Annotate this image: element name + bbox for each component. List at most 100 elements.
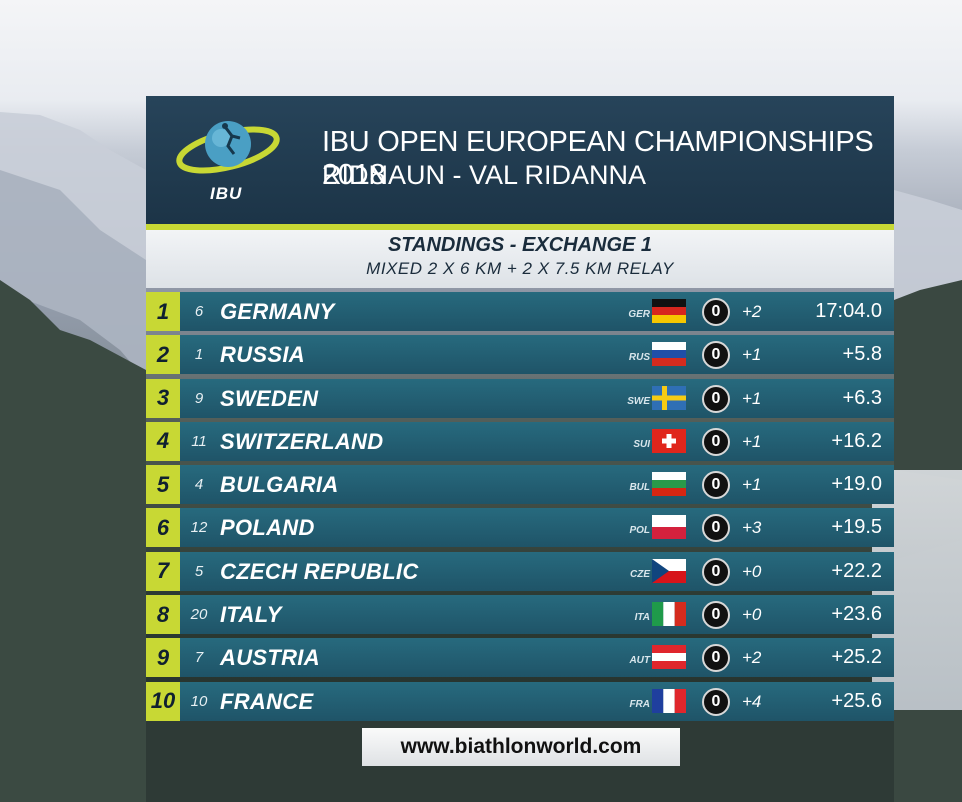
time-result: +25.2 xyxy=(831,646,882,669)
time-result: +25.6 xyxy=(831,689,882,712)
team-name: POLAND xyxy=(220,515,315,541)
country-code: BUL xyxy=(629,482,650,494)
spare-rounds: +1 xyxy=(742,475,762,495)
bib-number: 11 xyxy=(191,432,207,450)
bib-number: 4 xyxy=(194,476,204,494)
flag-austria-icon xyxy=(652,645,686,670)
penalty-count: 0 xyxy=(702,298,730,326)
race-name: MIXED 2 X 6 KM + 2 X 7.5 KM RELAY xyxy=(366,259,674,278)
spare-rounds: +1 xyxy=(742,388,762,408)
team-name: SWEDEN xyxy=(220,385,319,411)
spare-rounds: +4 xyxy=(742,691,762,711)
table-row: 3 9 SWEDEN SWE 0 +1 +6.3 xyxy=(146,378,894,418)
page-title: IBU OPEN EUROPEAN CHAMPIONSHIPS 2018 xyxy=(322,126,874,191)
table-row: 8 20 ITALY ITA 0 +0 +23.6 xyxy=(146,595,894,635)
bib-number: 10 xyxy=(190,692,208,710)
rank-badge: 7 xyxy=(146,551,180,591)
team-name: AUSTRIA xyxy=(220,645,320,671)
bib-number: 1 xyxy=(194,346,204,364)
country-code: POL xyxy=(629,525,650,537)
venue-subtitle: RIDNAUN - VAL RIDANNA xyxy=(322,160,647,190)
table-row: 1 6 GERMANY GER 0 +2 17:04.0 xyxy=(146,292,894,331)
time-result: +16.2 xyxy=(831,429,882,452)
spare-rounds: +1 xyxy=(742,345,762,365)
country-code: AUT xyxy=(629,655,650,667)
country-code: SWE xyxy=(627,395,650,407)
time-result: +19.5 xyxy=(831,516,882,539)
penalty-count: 0 xyxy=(702,557,730,586)
spare-rounds: +1 xyxy=(742,431,762,451)
flag-germany-icon xyxy=(652,299,686,323)
spare-rounds: +2 xyxy=(742,302,762,321)
flag-bulgaria-icon xyxy=(652,472,686,497)
team-name: ITALY xyxy=(220,602,282,628)
country-code: GER xyxy=(628,309,650,320)
time-result: +19.0 xyxy=(831,473,882,496)
rank-badge: 6 xyxy=(146,508,180,548)
country-code: ITA xyxy=(634,612,650,624)
time-result: +23.6 xyxy=(831,603,882,626)
flag-france-icon xyxy=(652,688,686,713)
team-name: GERMANY xyxy=(220,299,335,324)
bib-number: 5 xyxy=(194,562,204,580)
rank-badge: 5 xyxy=(146,465,180,505)
ibu-logo-icon xyxy=(176,121,280,174)
logo-text: IBU xyxy=(210,184,243,203)
penalty-count: 0 xyxy=(702,471,730,500)
table-row: 6 12 POLAND POL 0 +3 +19.5 xyxy=(146,508,894,548)
flag-switzerland-icon xyxy=(652,428,686,453)
penalty-count: 0 xyxy=(702,384,730,413)
standings-subheader: STANDINGS - EXCHANGE 1 MIXED 2 X 6 KM + … xyxy=(146,230,894,288)
bib-number: 12 xyxy=(190,519,208,537)
flag-poland-icon xyxy=(652,515,686,540)
country-code: CZE xyxy=(630,568,650,580)
time-result: +22.2 xyxy=(831,559,882,582)
team-name: CZECH REPUBLIC xyxy=(220,558,419,584)
header-panel: IBU IBU OPEN EUROPEAN CHAMPIONSHIPS 2018… xyxy=(146,96,894,230)
flag-italy-icon xyxy=(652,602,686,627)
team-name: SWITZERLAND xyxy=(220,428,384,454)
country-code: SUI xyxy=(633,438,650,450)
flag-sweden-icon xyxy=(652,385,686,410)
spare-rounds: +3 xyxy=(742,518,762,538)
table-row: 5 4 BULGARIA BUL 0 +1 +19.0 xyxy=(146,465,894,505)
footer-url: www.biathlonworld.com xyxy=(362,728,680,766)
table-row: 9 7 AUSTRIA AUT 0 +2 +25.2 xyxy=(146,638,894,678)
rank-badge: 10 xyxy=(146,681,180,721)
flag-russia-icon xyxy=(652,342,686,367)
penalty-count: 0 xyxy=(702,601,730,630)
rank-badge: 2 xyxy=(146,335,180,375)
flag-czech-icon xyxy=(652,558,686,583)
country-code: RUS xyxy=(628,352,650,364)
country-code: FRA xyxy=(629,698,650,710)
standings-title: STANDINGS - EXCHANGE 1 xyxy=(387,234,653,256)
spare-rounds: +0 xyxy=(742,561,762,581)
table-row: 7 5 CZECH REPUBLIC CZE 0 +0 +22.2 xyxy=(146,551,894,591)
table-row: 4 11 SWITZERLAND SUI 0 +1 +16.2 xyxy=(146,421,894,461)
rank-badge: 3 xyxy=(146,378,180,418)
penalty-count: 0 xyxy=(702,514,730,543)
team-name: RUSSIA xyxy=(220,342,305,368)
rank-badge: 8 xyxy=(146,595,180,635)
bib-number: 7 xyxy=(194,649,204,667)
bib-number: 6 xyxy=(194,303,204,320)
bib-number: 9 xyxy=(194,389,204,407)
time-result: +5.8 xyxy=(842,343,882,366)
team-name: FRANCE xyxy=(220,688,314,714)
penalty-count: 0 xyxy=(702,341,730,370)
penalty-count: 0 xyxy=(702,427,730,456)
bib-number: 20 xyxy=(190,606,208,624)
penalty-count: 0 xyxy=(702,644,730,673)
spare-rounds: +2 xyxy=(742,648,762,668)
rank-badge: 1 xyxy=(146,292,180,331)
table-row: 2 1 RUSSIA RUS 0 +1 +5.8 xyxy=(146,335,894,375)
penalty-count: 0 xyxy=(702,687,730,716)
time-result: 17:04.0 xyxy=(815,300,882,322)
rank-badge: 9 xyxy=(146,638,180,678)
spare-rounds: +0 xyxy=(742,605,762,625)
time-result: +6.3 xyxy=(842,386,882,409)
table-row: 10 10 FRANCE FRA 0 +4 +25.6 xyxy=(146,681,894,721)
team-name: BULGARIA xyxy=(220,472,339,498)
standings-table: 1 6 GERMANY GER 0 +2 17:04.0 2 1 RUSSIA RUS 0 +1 +5.8… xyxy=(146,292,894,725)
